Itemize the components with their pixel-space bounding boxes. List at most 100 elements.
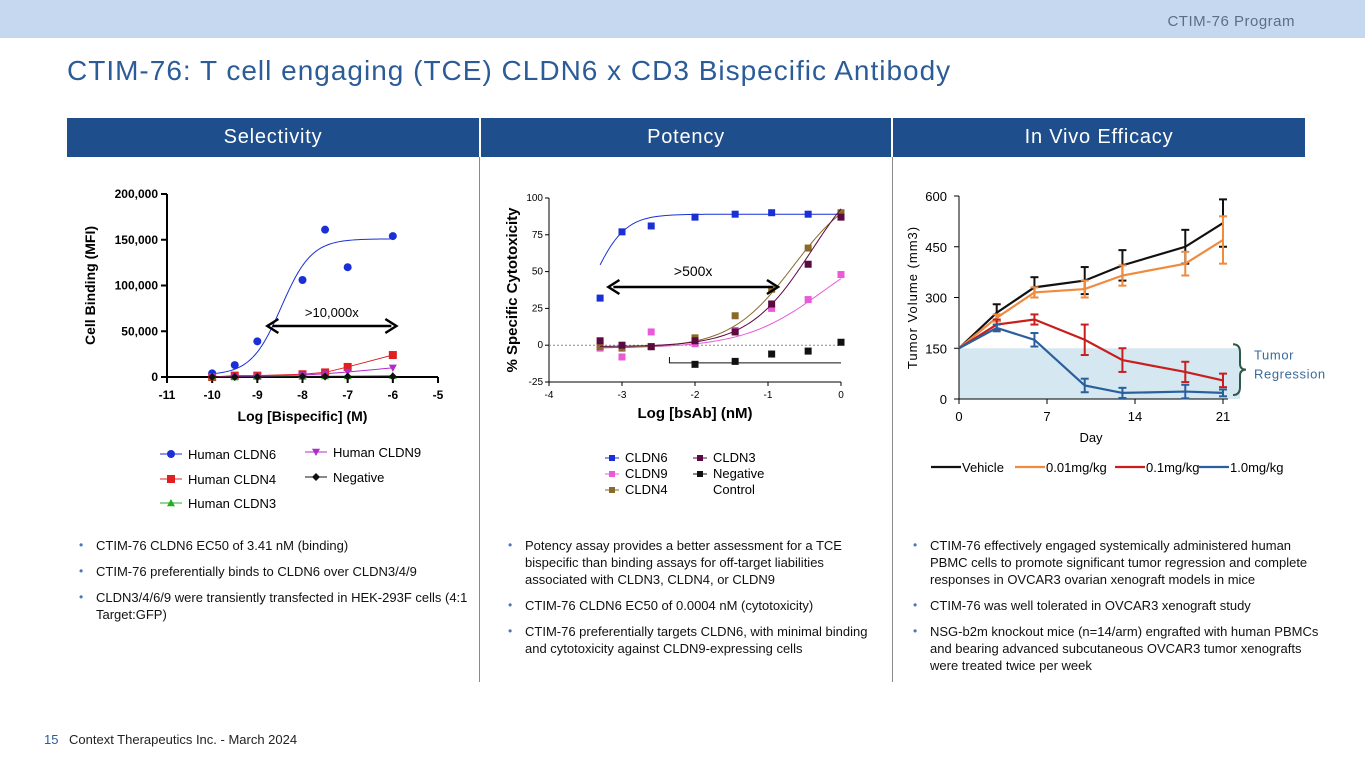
y-tick-label: 200,000 bbox=[115, 187, 159, 201]
data-point bbox=[298, 276, 307, 285]
x-axis-label: Day bbox=[1079, 430, 1103, 445]
x-axis-label: Log [bsAb] (nM) bbox=[638, 405, 753, 422]
page-number: 15 bbox=[44, 732, 59, 747]
bullet-item: CLDN3/4/6/9 were transiently transfected… bbox=[77, 589, 472, 623]
column-header-potency: Potency bbox=[481, 118, 891, 157]
fold-arrow-head bbox=[265, 317, 280, 335]
y-tick-label: 100,000 bbox=[115, 279, 159, 293]
program-label: CTIM-76 Program bbox=[1167, 13, 1295, 30]
y-tick-label: 150 bbox=[925, 341, 947, 356]
data-point bbox=[343, 368, 352, 376]
selectivity-chart: 0 50,000 100,000 150,000 200,000 -11 -10 -9 -8 -7… bbox=[82, 187, 444, 511]
data-point bbox=[596, 337, 604, 345]
y-tick-label: 450 bbox=[925, 240, 947, 255]
regression-brace bbox=[1232, 343, 1247, 396]
data-point bbox=[837, 338, 845, 346]
legend-label: CLDN3 bbox=[713, 450, 756, 465]
data-point bbox=[596, 343, 604, 351]
data-point bbox=[253, 337, 262, 346]
column-divider bbox=[479, 157, 480, 682]
efficacy-bullets: CTIM-76 effectively engaged systemically… bbox=[911, 537, 1331, 683]
y-tick-label: -25 bbox=[529, 377, 544, 388]
series-line bbox=[668, 356, 841, 364]
data-point bbox=[768, 285, 776, 293]
column-header-efficacy: In Vivo Efficacy bbox=[893, 118, 1305, 157]
y-axis-label: Cell Binding (MFI) bbox=[82, 226, 98, 345]
x-tick-label: -3 bbox=[618, 390, 627, 401]
legend-marker bbox=[312, 473, 320, 481]
data-point bbox=[691, 360, 699, 368]
x-tick-label: -2 bbox=[691, 390, 700, 401]
legend-label: Negative bbox=[713, 466, 764, 481]
legend-marker bbox=[167, 499, 175, 507]
legend-marker bbox=[697, 471, 703, 477]
data-point bbox=[768, 300, 776, 308]
data-point bbox=[647, 343, 655, 351]
bullet-item: NSG-b2m knockout mice (n=14/arm) engraft… bbox=[911, 623, 1331, 674]
data-point bbox=[691, 337, 699, 345]
x-axis-label: Log [Bispecific] (M) bbox=[238, 408, 368, 424]
data-point bbox=[230, 373, 239, 381]
annotation-label: Tumor bbox=[1254, 348, 1294, 363]
series-line bbox=[599, 213, 842, 266]
column-divider bbox=[892, 157, 893, 682]
legend-label: Human CLDN3 bbox=[188, 496, 276, 511]
legend-label: CLDN6 bbox=[625, 450, 668, 465]
data-point bbox=[804, 260, 812, 268]
series-line bbox=[958, 326, 1224, 395]
bullet-item: CTIM-76 preferentially targets CLDN6, wi… bbox=[506, 623, 881, 657]
legend-label: 0.01mg/kg bbox=[1046, 460, 1107, 475]
data-point bbox=[298, 372, 307, 381]
legend-marker bbox=[167, 450, 175, 458]
y-tick-label: 300 bbox=[925, 291, 947, 306]
y-tick-label: 50,000 bbox=[121, 324, 158, 338]
legend-marker bbox=[312, 448, 320, 456]
y-axis-label: Tumor Volume (mm3) bbox=[905, 226, 920, 369]
y-tick-label: 150,000 bbox=[115, 233, 159, 247]
x-tick-label: 0 bbox=[838, 390, 844, 401]
legend-marker bbox=[609, 455, 615, 461]
data-point bbox=[321, 372, 330, 381]
data-point bbox=[768, 350, 776, 358]
x-tick-label: -1 bbox=[764, 390, 773, 401]
legend-label: Vehicle bbox=[962, 460, 1004, 475]
fold-arrow-head bbox=[766, 278, 781, 296]
x-tick-label: -9 bbox=[252, 388, 263, 402]
data-point bbox=[804, 296, 812, 304]
y-tick-label: 25 bbox=[532, 303, 544, 314]
data-point bbox=[388, 232, 397, 241]
legend-label: 0.1mg/kg bbox=[1146, 460, 1199, 475]
y-tick-label: 600 bbox=[925, 189, 947, 204]
data-point bbox=[731, 357, 739, 365]
fold-annotation: >10,000x bbox=[305, 305, 359, 320]
y-axis-label: % Specific Cytotoxicity bbox=[504, 207, 521, 373]
data-point bbox=[253, 373, 262, 381]
data-point bbox=[388, 351, 397, 360]
bullet-item: CTIM-76 preferentially binds to CLDN6 ov… bbox=[77, 563, 472, 580]
legend-label: Control bbox=[713, 482, 755, 497]
x-tick-label: -4 bbox=[545, 390, 554, 401]
data-point bbox=[731, 328, 739, 336]
data-point bbox=[804, 210, 812, 218]
data-point bbox=[343, 362, 352, 371]
data-point bbox=[321, 225, 330, 234]
x-tick-label: 7 bbox=[1043, 409, 1050, 424]
data-point bbox=[343, 263, 352, 272]
y-tick-label: 100 bbox=[526, 193, 543, 204]
selectivity-bullets: CTIM-76 CLDN6 EC50 of 3.41 nM (binding) … bbox=[77, 537, 472, 632]
data-point bbox=[837, 209, 845, 217]
x-tick-label: -6 bbox=[387, 388, 398, 402]
annotation-label: Regression bbox=[1254, 367, 1326, 382]
x-tick-label: 21 bbox=[1216, 409, 1230, 424]
data-point bbox=[768, 304, 776, 312]
data-point bbox=[837, 271, 845, 279]
data-point bbox=[691, 213, 699, 221]
x-tick-label: -11 bbox=[159, 388, 176, 402]
x-tick-label: -10 bbox=[203, 388, 221, 402]
data-point bbox=[618, 353, 626, 361]
potency-bullets: Potency assay provides a better assessme… bbox=[506, 537, 881, 666]
data-point bbox=[647, 328, 655, 336]
data-point bbox=[208, 373, 217, 381]
legend-label: CLDN4 bbox=[625, 482, 668, 497]
x-tick-label: -8 bbox=[297, 388, 308, 402]
